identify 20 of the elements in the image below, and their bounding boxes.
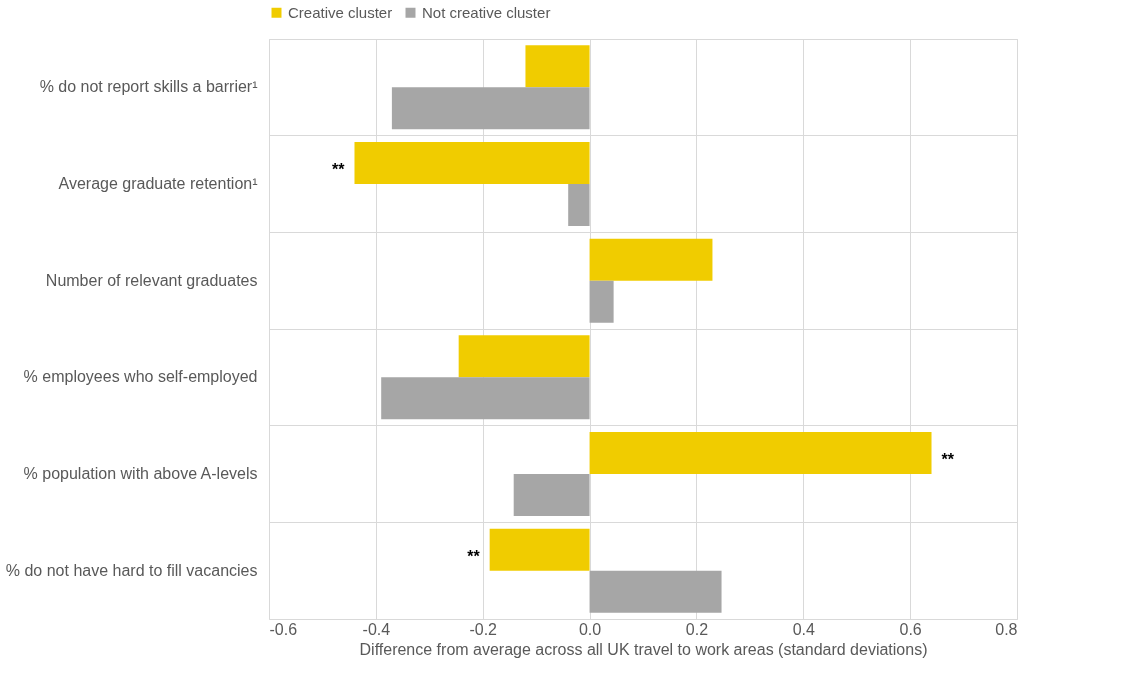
x-axis-title: Difference from average across all UK travel to work areas (standard deviations) xyxy=(359,640,928,658)
legend-label: Creative cluster xyxy=(288,3,393,21)
x-tick-label: -0.6 xyxy=(269,620,298,638)
legend-label: Not creative cluster xyxy=(422,3,551,21)
y-tick-label: Number of relevant graduates xyxy=(45,271,258,289)
y-tick-label: % employees who self-employed xyxy=(23,368,258,386)
x-tick-label: -0.4 xyxy=(362,620,391,638)
x-tick-label: 0.4 xyxy=(792,620,815,638)
annotation: ** xyxy=(941,451,955,468)
x-tick-label: 0.6 xyxy=(899,620,922,638)
y-tick-label: % do not have hard to fill vacancies xyxy=(5,561,258,579)
x-tick-label: 0.8 xyxy=(995,620,1018,638)
y-tick-label: % do not report skills a barrier¹ xyxy=(39,78,258,96)
annotation: ** xyxy=(332,161,346,178)
x-tick-label: 0.2 xyxy=(685,620,709,638)
annotation: ** xyxy=(467,547,481,565)
y-tick-label: Average graduate retention¹ xyxy=(58,175,258,192)
x-tick-label: 0.0 xyxy=(578,620,602,638)
y-tick-label: % population with above A-levels xyxy=(23,465,258,482)
x-tick-label: -0.2 xyxy=(469,620,498,638)
